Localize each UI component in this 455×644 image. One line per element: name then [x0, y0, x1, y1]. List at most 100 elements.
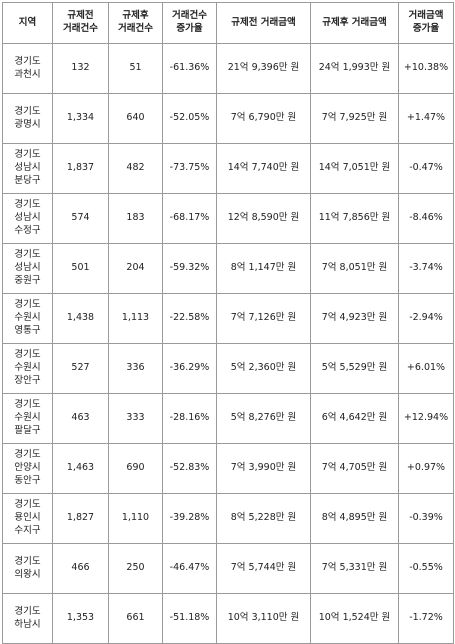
after-amount-cell: 7억 4,923만 원	[310, 293, 399, 344]
count-rate-cell: -51.18%	[162, 593, 217, 644]
header-text: 거래건수	[63, 23, 98, 34]
after-count-cell: 640	[108, 93, 163, 144]
before-amount-cell: 7억 5,744만 원	[216, 543, 311, 594]
after-count-cell: 336	[108, 343, 163, 394]
region-text: 경기도	[14, 55, 41, 67]
header-text: 증가율	[412, 23, 440, 34]
region-text: 경기도	[14, 449, 41, 461]
region-text: 경기도	[14, 605, 41, 617]
region-text: 경기도	[14, 299, 41, 311]
after-count-cell: 333	[108, 393, 163, 444]
count-rate-cell: -52.83%	[162, 443, 217, 494]
table-row: 경기도 성남시 분당구 1,837 482 -73.75% 14억 7,740만 원 14억 …	[2, 143, 454, 194]
region-text: 수지구	[14, 524, 41, 536]
header-count-rate: 거래건수 증가율	[162, 2, 217, 44]
after-amount-cell: 6억 4,642만 원	[310, 393, 399, 444]
region-text: 과천시	[14, 68, 41, 80]
region-cell: 경기도 성남시 분당구	[2, 143, 53, 194]
amount-rate-cell: -8.46%	[398, 193, 454, 244]
after-amount-cell: 24억 1,993만 원	[310, 43, 399, 94]
after-count-cell: 482	[108, 143, 163, 194]
header-text: 거래건수	[118, 23, 153, 34]
region-text: 안양시	[14, 462, 41, 474]
header-text: 규제후	[122, 10, 149, 22]
header-text: 증가율	[176, 23, 203, 34]
region-text: 성남시	[14, 212, 41, 224]
table-row: 경기도 의왕시 466 250 -46.47% 7억 5,744만 원 7억 5,331만 …	[2, 543, 454, 594]
header-amount-rate: 거래금액 증가율	[398, 2, 454, 44]
header-text: 규제전 거래금액	[231, 16, 296, 28]
table-row: 경기도 안양시 동안구 1,463 690 -52.83% 7억 3,990만 원 7억 4,…	[2, 443, 454, 494]
before-count-cell: 466	[52, 543, 109, 594]
before-amount-cell: 5억 8,276만 원	[216, 393, 311, 444]
after-count-cell: 661	[108, 593, 163, 644]
table-row: 경기도 성남시 수정구 574 183 -68.17% 12억 8,590만 원 11억 7,…	[2, 193, 454, 244]
table-body: 경기도 과천시 132 51 -61.36% 21억 9,396만 원 24억 1,993만…	[2, 43, 454, 644]
region-cell: 경기도 수원시 장안구	[2, 343, 53, 394]
region-cell: 경기도 하남시	[2, 593, 53, 644]
before-amount-cell: 7억 6,790만 원	[216, 93, 311, 144]
after-amount-cell: 7억 5,331만 원	[310, 543, 399, 594]
header-text: 규제전	[67, 10, 94, 22]
after-count-cell: 690	[108, 443, 163, 494]
count-rate-cell: -28.16%	[162, 393, 217, 444]
table-row: 경기도 성남시 중원구 501 204 -59.32% 8억 1,147만 원 7억 8,05…	[2, 243, 454, 294]
before-amount-cell: 7억 3,990만 원	[216, 443, 311, 494]
count-rate-cell: -61.36%	[162, 43, 217, 94]
table-row: 경기도 하남시 1,353 661 -51.18% 10억 3,110만 원 10억 1,5…	[2, 593, 454, 644]
before-count-cell: 1,837	[52, 143, 109, 194]
count-rate-cell: -22.58%	[162, 293, 217, 344]
region-text: 경기도	[14, 555, 41, 567]
region-cell: 경기도 안양시 동안구	[2, 443, 53, 494]
after-amount-cell: 14억 7,051만 원	[310, 143, 399, 194]
region-text: 동안구	[14, 474, 41, 486]
amount-rate-cell: -0.47%	[398, 143, 454, 194]
header-row: 지역 규제전 거래건수 규제후 거래건수 거래건수 증가율 규제전 거래금액 규제후 거래금액 거…	[2, 2, 454, 44]
after-amount-cell: 10억 1,524만 원	[310, 593, 399, 644]
count-rate-cell: -68.17%	[162, 193, 217, 244]
header-text: 지역	[18, 16, 37, 28]
region-text: 경기도	[14, 399, 41, 411]
amount-rate-cell: +10.38%	[398, 43, 454, 94]
after-amount-cell: 8억 4,895만 원	[310, 493, 399, 544]
region-text: 경기도	[14, 499, 41, 511]
region-text: 수원시	[14, 362, 41, 374]
count-rate-cell: -39.28%	[162, 493, 217, 544]
before-amount-cell: 8억 1,147만 원	[216, 243, 311, 294]
after-amount-cell: 5억 5,529만 원	[310, 343, 399, 394]
before-count-cell: 1,827	[52, 493, 109, 544]
region-text: 경기도	[14, 149, 41, 161]
region-cell: 경기도 의왕시	[2, 543, 53, 594]
region-text: 팔달구	[14, 424, 41, 436]
region-text: 분당구	[14, 174, 41, 186]
after-count-cell: 250	[108, 543, 163, 594]
region-text: 성남시	[14, 162, 41, 174]
region-cell: 경기도 수원시 팔달구	[2, 393, 53, 444]
after-count-cell: 204	[108, 243, 163, 294]
region-cell: 경기도 수원시 영통구	[2, 293, 53, 344]
after-count-cell: 183	[108, 193, 163, 244]
region-text: 성남시	[14, 262, 41, 274]
before-count-cell: 463	[52, 393, 109, 444]
header-region: 지역	[2, 2, 53, 44]
count-rate-cell: -59.32%	[162, 243, 217, 294]
before-amount-cell: 5억 2,360만 원	[216, 343, 311, 394]
after-amount-cell: 7억 8,051만 원	[310, 243, 399, 294]
region-text: 의왕시	[14, 568, 41, 580]
before-count-cell: 1,438	[52, 293, 109, 344]
table-row: 경기도 광명시 1,334 640 -52.05% 7억 6,790만 원 7억 7,925…	[2, 93, 454, 144]
header-after-amount: 규제후 거래금액	[310, 2, 399, 44]
table-row: 경기도 수원시 팔달구 463 333 -28.16% 5억 8,276만 원 6억 4,64…	[2, 393, 454, 444]
before-amount-cell: 21억 9,396만 원	[216, 43, 311, 94]
table-row: 경기도 용인시 수지구 1,827 1,110 -39.28% 8억 5,228만 원 8억 …	[2, 493, 454, 544]
region-cell: 경기도 용인시 수지구	[2, 493, 53, 544]
before-count-cell: 132	[52, 43, 109, 94]
header-text: 규제후 거래금액	[322, 16, 387, 28]
region-text: 경기도	[14, 105, 41, 117]
region-cell: 경기도 성남시 수정구	[2, 193, 53, 244]
amount-rate-cell: -1.72%	[398, 593, 454, 644]
before-count-cell: 527	[52, 343, 109, 394]
table-row: 경기도 과천시 132 51 -61.36% 21억 9,396만 원 24억 1,993만…	[2, 43, 454, 94]
count-rate-cell: -52.05%	[162, 93, 217, 144]
